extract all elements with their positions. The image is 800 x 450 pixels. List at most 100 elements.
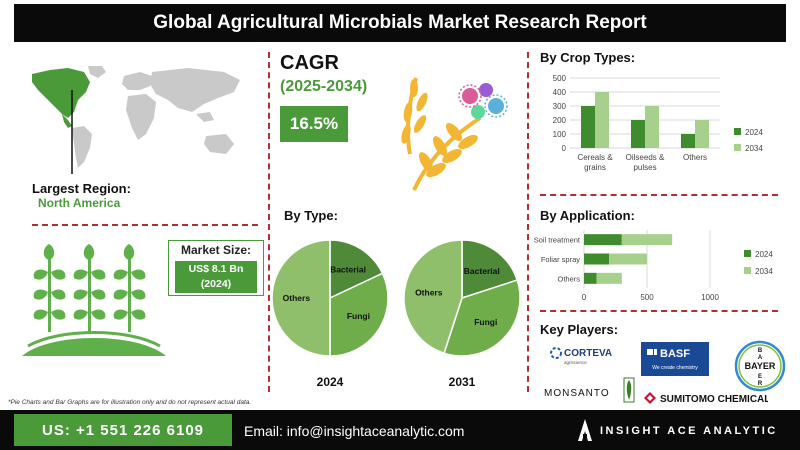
divider-crop [540, 194, 778, 196]
divider-region [32, 224, 258, 226]
email-address[interactable]: Email: info@insightaceanalytic.com [244, 423, 465, 439]
bayer-wordmark: BAYER [745, 361, 776, 371]
world-map [32, 66, 240, 174]
market-size-label: Market Size: [180, 243, 252, 257]
bar-2024 [584, 234, 622, 246]
legend-swatch [734, 144, 741, 151]
legend-swatch [734, 128, 741, 135]
plant-3 [113, 244, 146, 332]
pie-label: Bacterial [330, 265, 366, 275]
pie-slice-fungi [329, 272, 389, 357]
pie-label: Others [283, 293, 311, 303]
pie-label: Others [415, 288, 443, 298]
pie-slice-others [403, 239, 463, 355]
pie-slice-others [271, 239, 331, 357]
pie-slice-bacterial [329, 239, 384, 300]
y-tick-label: 300 [553, 102, 567, 111]
legend-swatch [744, 250, 751, 257]
pie-year-label: 2024 [317, 375, 344, 389]
plant-2 [73, 244, 106, 332]
divider-right [527, 52, 529, 392]
x-tick-label: Oilseeds & [626, 153, 665, 162]
plants-illustration [22, 244, 166, 356]
type-section-title: By Type: [284, 208, 338, 223]
bar-2024 [681, 134, 695, 148]
bar-2034 [595, 92, 609, 148]
wheat-microbes-illustration [401, 77, 508, 191]
market-size-value: US$ 8.1 Bn (2024) [175, 261, 257, 293]
bar-2034 [621, 234, 673, 246]
svg-text:B: B [758, 348, 763, 354]
north-america-shape [32, 68, 90, 118]
wheat-icon [401, 77, 482, 191]
divider-left [268, 52, 270, 392]
divider-application [540, 310, 778, 312]
brand-name: INSIGHT ACE ANALYTIC [600, 425, 778, 437]
x-tick-label: Cereals & [577, 153, 613, 162]
legend-label: 2034 [755, 267, 773, 276]
bar-2034 [596, 272, 622, 284]
microbe-icon [458, 83, 508, 119]
pie-label: Fungi [347, 311, 370, 321]
bar-2034 [695, 120, 709, 148]
corteva-tagline: agriscience [564, 360, 587, 365]
svg-text:E: E [758, 374, 762, 380]
players-section-title: Key Players: [540, 322, 619, 337]
crop-bar-chart: 0 100 200 300 400 500 Cereals &grains Oilseeds … [553, 74, 764, 172]
legend-label: 2024 [755, 250, 773, 259]
legend-label: 2034 [745, 144, 763, 153]
basf-logo: BASF We create chemistry [641, 342, 709, 376]
x-tick-label: pulses [633, 163, 656, 172]
footnote: *Pie Charts and Bar Graphs are for illus… [8, 399, 252, 406]
bar-2024 [631, 120, 645, 148]
pie-label: Fungi [474, 317, 497, 327]
type-pie-charts: Bacterial Fungi Others 2024 Bacterial Fungi Ot… [271, 239, 521, 389]
bar-2034 [645, 106, 659, 148]
y-tick-label: 400 [553, 88, 567, 97]
sumitomo-logo: SUMITOMO CHEMICAL [644, 392, 768, 405]
svg-text:A: A [758, 355, 763, 361]
x-tick-label: 500 [640, 293, 654, 302]
largest-region-label: Largest Region: [32, 181, 131, 196]
largest-region-value: North America [38, 196, 121, 210]
corteva-wordmark: CORTEVA [564, 348, 612, 359]
y-tick-label: Others [557, 274, 580, 283]
svg-text:R: R [758, 381, 763, 387]
basf-wordmark: BASF [660, 348, 690, 360]
cagr-title: CAGR [280, 52, 339, 74]
monsanto-wordmark: MONSANTO [544, 388, 610, 399]
y-tick-label: 100 [553, 130, 567, 139]
pie-label: Bacterial [464, 266, 500, 276]
cagr-years: (2025-2034) [280, 78, 368, 95]
soil-mound [22, 338, 166, 356]
basf-tagline: We create chemistry [652, 365, 698, 371]
bayer-logo: BAYER B A E R [734, 340, 786, 392]
x-tick-label: 0 [582, 293, 587, 302]
pie-slice-fungi [443, 279, 521, 357]
market-size-year: (2024) [200, 278, 232, 290]
phone-number[interactable]: US: +1 551 226 6109 [14, 414, 232, 446]
y-tick-label: Foliar spray [541, 255, 580, 264]
bar-2024 [581, 106, 595, 148]
crop-section-title: By Crop Types: [540, 50, 636, 65]
legend-swatch [744, 267, 751, 274]
x-tick-label: Others [683, 153, 707, 162]
application-bar-chart: 0 500 1000 Soil treatment Foliar spray Others… [534, 230, 773, 302]
insight-ace-logo-icon [578, 419, 592, 441]
x-tick-label: 1000 [701, 293, 719, 302]
market-size-card: Market Size: US$ 8.1 Bn (2024) [168, 240, 264, 296]
sumitomo-wordmark: SUMITOMO CHEMICAL [660, 394, 768, 405]
x-tick-label: grains [584, 163, 606, 172]
y-tick-label: Soil treatment [534, 236, 581, 245]
application-section-title: By Application: [540, 208, 635, 223]
y-tick-label: 200 [553, 116, 567, 125]
y-tick-label: 0 [562, 144, 567, 153]
corteva-logo: CORTEVA agriscience [550, 347, 612, 365]
monsanto-logo: MONSANTO [544, 377, 635, 403]
y-tick-label: 500 [553, 74, 567, 83]
bar-2034 [609, 253, 647, 265]
pie-year-label: 2031 [449, 375, 476, 389]
market-size-amount: US$ 8.1 Bn [188, 263, 244, 275]
plant-1 [33, 244, 66, 332]
bar-2024 [584, 272, 597, 284]
